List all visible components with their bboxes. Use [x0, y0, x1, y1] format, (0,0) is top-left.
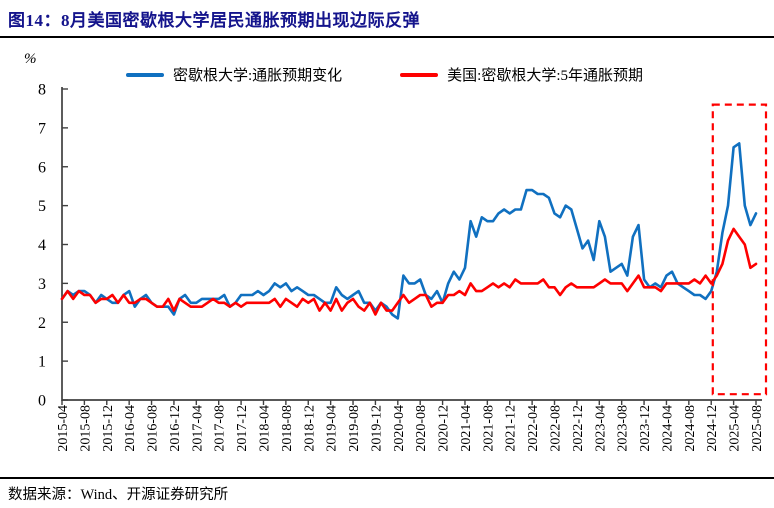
svg-text:2015-04: 2015-04	[56, 405, 71, 452]
svg-text:2025-08: 2025-08	[750, 405, 765, 452]
svg-text:2: 2	[38, 315, 46, 332]
svg-text:2023-08: 2023-08	[616, 405, 631, 452]
svg-text:2018-12: 2018-12	[302, 405, 317, 452]
svg-text:2022-08: 2022-08	[549, 405, 564, 452]
svg-text:4: 4	[38, 237, 46, 254]
svg-text:2019-08: 2019-08	[347, 405, 362, 452]
figure-title: 图14：8月美国密歇根大学居民通胀预期出现边际反弹	[8, 11, 420, 30]
legend-item-5y-expectation: 美国:密歇根大学:5年通胀预期	[400, 64, 643, 85]
series-line-2	[60, 227, 758, 316]
svg-text:2017-08: 2017-08	[213, 405, 228, 452]
svg-text:2023-12: 2023-12	[638, 405, 653, 452]
svg-text:2017-04: 2017-04	[190, 405, 205, 452]
svg-text:2024-08: 2024-08	[683, 405, 698, 452]
footer-divider	[0, 477, 774, 479]
svg-text:2017-12: 2017-12	[235, 405, 250, 452]
svg-text:2021-12: 2021-12	[504, 405, 519, 452]
title-divider	[0, 36, 774, 38]
svg-text:2016-12: 2016-12	[168, 405, 183, 452]
svg-text:2020-04: 2020-04	[392, 405, 407, 452]
series-line-1	[60, 142, 758, 320]
svg-text:3: 3	[38, 276, 46, 293]
svg-text:2020-12: 2020-12	[437, 405, 452, 452]
svg-text:2024-04: 2024-04	[661, 405, 676, 452]
svg-text:1: 1	[38, 354, 46, 371]
svg-text:2018-08: 2018-08	[280, 405, 295, 452]
svg-text:2019-04: 2019-04	[325, 405, 340, 452]
svg-text:2020-08: 2020-08	[414, 405, 429, 452]
svg-text:2021-04: 2021-04	[459, 405, 474, 452]
svg-text:2022-04: 2022-04	[526, 405, 541, 452]
svg-text:7: 7	[38, 120, 46, 137]
svg-text:6: 6	[38, 159, 46, 176]
highlight-box	[711, 103, 768, 396]
svg-text:2016-08: 2016-08	[146, 405, 161, 452]
svg-text:2022-12: 2022-12	[571, 405, 586, 452]
svg-text:5: 5	[38, 198, 46, 215]
series2-line-swatch	[400, 72, 439, 77]
y-axis-unit: %	[24, 51, 37, 67]
svg-text:2023-04: 2023-04	[593, 405, 608, 452]
svg-text:2019-12: 2019-12	[369, 405, 384, 452]
svg-text:0: 0	[38, 393, 46, 410]
legend-item-1y-expectation: 密歇根大学:通胀预期变化	[126, 64, 342, 85]
series1-line-swatch	[126, 72, 164, 77]
svg-text:2018-04: 2018-04	[258, 405, 273, 452]
svg-text:2021-08: 2021-08	[481, 405, 496, 452]
svg-text:2016-04: 2016-04	[123, 405, 138, 452]
svg-text:2015-08: 2015-08	[78, 405, 93, 452]
data-source: 数据来源：Wind、开源证券研究所	[8, 487, 229, 503]
legend-label-series2: 美国:密歇根大学:5年通胀预期	[447, 68, 644, 84]
svg-text:2025-04: 2025-04	[728, 405, 743, 452]
legend-label-series1: 密歇根大学:通胀预期变化	[173, 68, 343, 84]
svg-text:2015-12: 2015-12	[101, 405, 116, 452]
svg-text:8: 8	[38, 82, 46, 99]
chart-legend: 密歇根大学:通胀预期变化 美国:密歇根大学:5年通胀预期	[126, 64, 643, 85]
svg-text:2024-12: 2024-12	[705, 405, 720, 452]
